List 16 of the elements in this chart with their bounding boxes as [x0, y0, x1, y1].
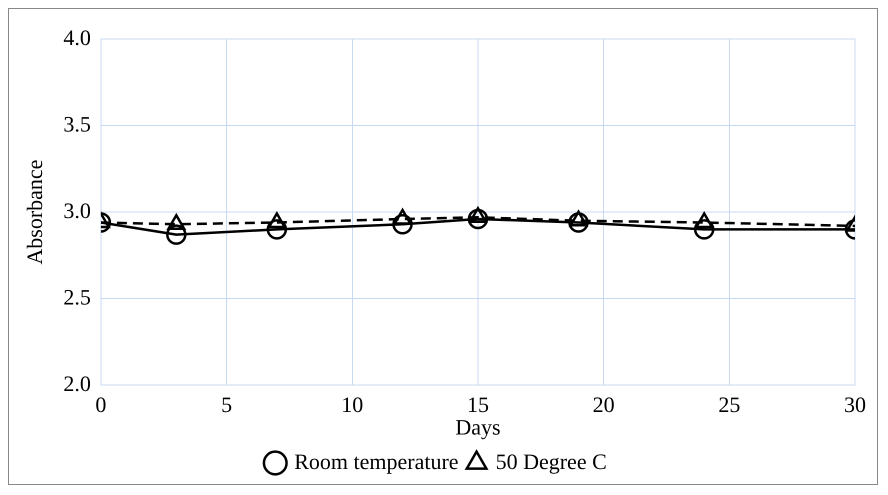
y-tick-label: 3.0: [63, 198, 91, 223]
x-tick-label: 25: [718, 392, 740, 418]
y-tick-label: 4.0: [63, 24, 91, 50]
y-tick-label: 2.5: [63, 284, 91, 310]
y-tick-label: 3.5: [63, 111, 91, 136]
y-tick-label: 2.0: [63, 370, 91, 396]
x-axis-title: Days: [455, 414, 501, 440]
x-tick-label: 15: [466, 392, 489, 418]
x-tick-label: 5: [221, 392, 232, 418]
legend-label: 50 Degree C: [496, 448, 607, 474]
y-axis-title: Absorbance: [22, 160, 47, 265]
x-tick-label: 0: [95, 392, 106, 418]
x-tick-label: 20: [592, 392, 615, 418]
x-tick-label: 10: [341, 392, 364, 418]
legend-label: Room temperature: [294, 448, 459, 474]
x-tick-label: 30: [844, 392, 866, 418]
